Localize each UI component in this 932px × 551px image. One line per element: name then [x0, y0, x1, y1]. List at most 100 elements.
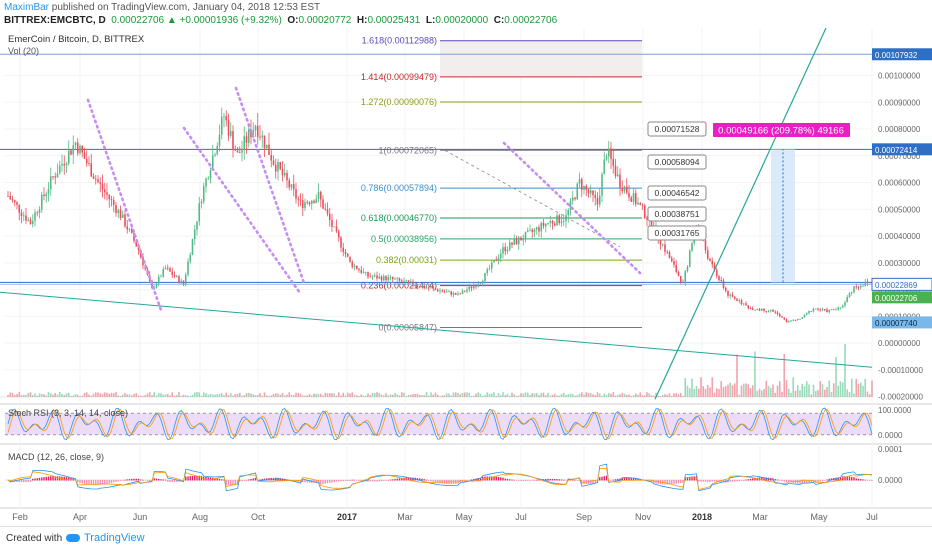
- candle-body: [416, 285, 419, 287]
- macd-histogram-bar: [126, 479, 128, 481]
- macd-histogram-bar: [18, 480, 20, 483]
- volume-bar: [526, 392, 529, 397]
- volume-bar: [605, 394, 608, 397]
- candle-body: [810, 311, 813, 312]
- volume-bar: [146, 393, 149, 397]
- candle-body: [808, 311, 810, 314]
- candle-body: [544, 224, 547, 227]
- callout-box: [647, 185, 707, 201]
- volume-bar: [828, 380, 831, 397]
- volume-bar: [524, 392, 527, 397]
- high-marker-badge-bg: [871, 277, 932, 291]
- macd-histogram-bar: [549, 478, 551, 481]
- macd-histogram-bar: [187, 476, 189, 481]
- chart-canvas[interactable]: 0.00100000 0.00090000 0.00080000 0.00070000…: [0, 28, 932, 526]
- macd-histogram-bar: [434, 480, 437, 483]
- macd-histogram-bar: [592, 480, 594, 484]
- volume-bar: [700, 377, 702, 397]
- volume-bar: [641, 395, 644, 397]
- fib-zone: [440, 40, 642, 77]
- candle-body: [290, 184, 293, 188]
- candle-body: [34, 212, 36, 221]
- macd-histogram-bar: [691, 476, 693, 481]
- candle-body: [740, 300, 743, 305]
- macd-histogram-bar: [367, 480, 369, 482]
- macd-histogram-bar: [536, 479, 538, 481]
- macd-histogram-bar: [146, 480, 149, 481]
- volume-bar: [130, 395, 133, 397]
- candle-body: [380, 276, 383, 281]
- volume-bar: [463, 392, 466, 397]
- volume-bar: [704, 388, 707, 397]
- macd-histogram-bar: [227, 480, 230, 485]
- candle-body: [277, 161, 279, 172]
- macd-histogram-bar: [245, 479, 248, 481]
- volume-bar: [103, 392, 106, 397]
- candle-body: [589, 190, 592, 194]
- cloud-icon: [66, 534, 80, 543]
- volume-bar: [193, 392, 196, 397]
- volume-bar: [434, 392, 437, 397]
- volume-bar: [862, 385, 864, 397]
- volume-bar: [835, 356, 837, 397]
- volume-bar: [232, 395, 234, 397]
- candle-body: [630, 197, 633, 202]
- volume-bar: [664, 394, 666, 397]
- candle-body: [506, 249, 509, 252]
- candle-body: [778, 314, 781, 317]
- volume-bar: [778, 381, 781, 397]
- volume-bar: [783, 354, 786, 397]
- volume-bar: [522, 393, 525, 397]
- macd-histogram-bar: [23, 480, 25, 483]
- candle-body: [796, 318, 799, 320]
- volume-bar: [679, 392, 682, 397]
- volume-bar: [808, 384, 810, 397]
- volume-bar: [810, 394, 813, 397]
- volume-bar: [430, 392, 432, 397]
- macd-histogram-bar: [34, 478, 36, 481]
- candle-body: [745, 303, 747, 306]
- volume-bar: [297, 392, 300, 397]
- candle-body: [637, 202, 639, 205]
- volume-bar: [110, 392, 113, 397]
- candle-body: [9, 196, 12, 200]
- macd-histogram-bar: [848, 476, 851, 481]
- candle-body: [79, 145, 81, 154]
- candle-body: [605, 156, 608, 160]
- candle-body: [396, 278, 399, 280]
- volume-bar: [349, 393, 351, 397]
- candle-body: [308, 202, 311, 204]
- macd-histogram-bar: [527, 480, 529, 481]
- macd-histogram-bar: [722, 480, 725, 483]
- tradingview-logo[interactable]: TradingView: [66, 532, 145, 544]
- candle-body: [227, 120, 230, 136]
- macd-histogram-bar: [828, 478, 830, 481]
- candle-body: [623, 186, 626, 192]
- volume-bar: [250, 393, 252, 397]
- candle-body: [443, 291, 446, 293]
- macd-histogram-bar: [698, 480, 700, 482]
- volume-bar: [45, 395, 48, 397]
- macd-histogram-bar: [709, 480, 711, 483]
- candle-body: [18, 204, 21, 213]
- candle-body: [137, 246, 140, 250]
- macd-histogram-bar: [135, 478, 137, 481]
- volume-bar: [211, 394, 214, 397]
- volume-bar: [799, 390, 801, 397]
- candle-body: [772, 309, 774, 312]
- x-tick-label: Mar: [397, 512, 413, 522]
- volume-bar: [830, 392, 833, 397]
- macd-histogram-bar: [675, 480, 677, 484]
- candle-body: [193, 229, 196, 240]
- candle-body: [513, 239, 516, 245]
- volume-bar: [774, 392, 777, 397]
- author-link[interactable]: MaximBar: [4, 2, 50, 13]
- fib-level-label: 0.5(0.00038956): [371, 234, 437, 244]
- volume-bar: [832, 383, 835, 397]
- volume-bar: [454, 392, 457, 397]
- volume-bar: [652, 395, 655, 397]
- candle-body: [353, 265, 356, 267]
- volume-bar: [520, 393, 522, 397]
- volume-bar: [234, 394, 237, 397]
- stoch-label: Stoch RSI (3, 3, 14, 14, close): [8, 408, 128, 418]
